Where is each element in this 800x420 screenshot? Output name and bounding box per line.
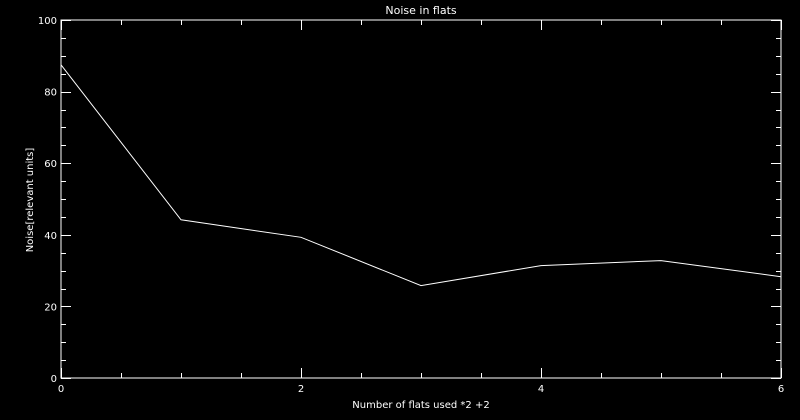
y-tick-label: 0 xyxy=(51,374,57,385)
plot-frame xyxy=(60,19,782,379)
y-tick-label: 60 xyxy=(44,159,57,170)
x-tick-label: 4 xyxy=(538,384,544,395)
y-tick-label: 40 xyxy=(44,231,57,242)
x-tick-label: 2 xyxy=(298,384,304,395)
chart-title: Noise in flats xyxy=(385,4,457,17)
y-axis-label: Noise[relevant units] xyxy=(25,148,36,253)
x-tick-label: 0 xyxy=(58,384,64,395)
x-tick-label: 6 xyxy=(778,384,784,395)
y-tick-label: 100 xyxy=(38,16,57,27)
y-tick-label: 80 xyxy=(44,88,57,99)
y-tick-label: 20 xyxy=(44,302,57,313)
axis-ticks xyxy=(61,20,782,379)
x-axis-label: Number of flats used *2 +2 xyxy=(352,400,489,411)
noise-series-line xyxy=(60,64,782,287)
